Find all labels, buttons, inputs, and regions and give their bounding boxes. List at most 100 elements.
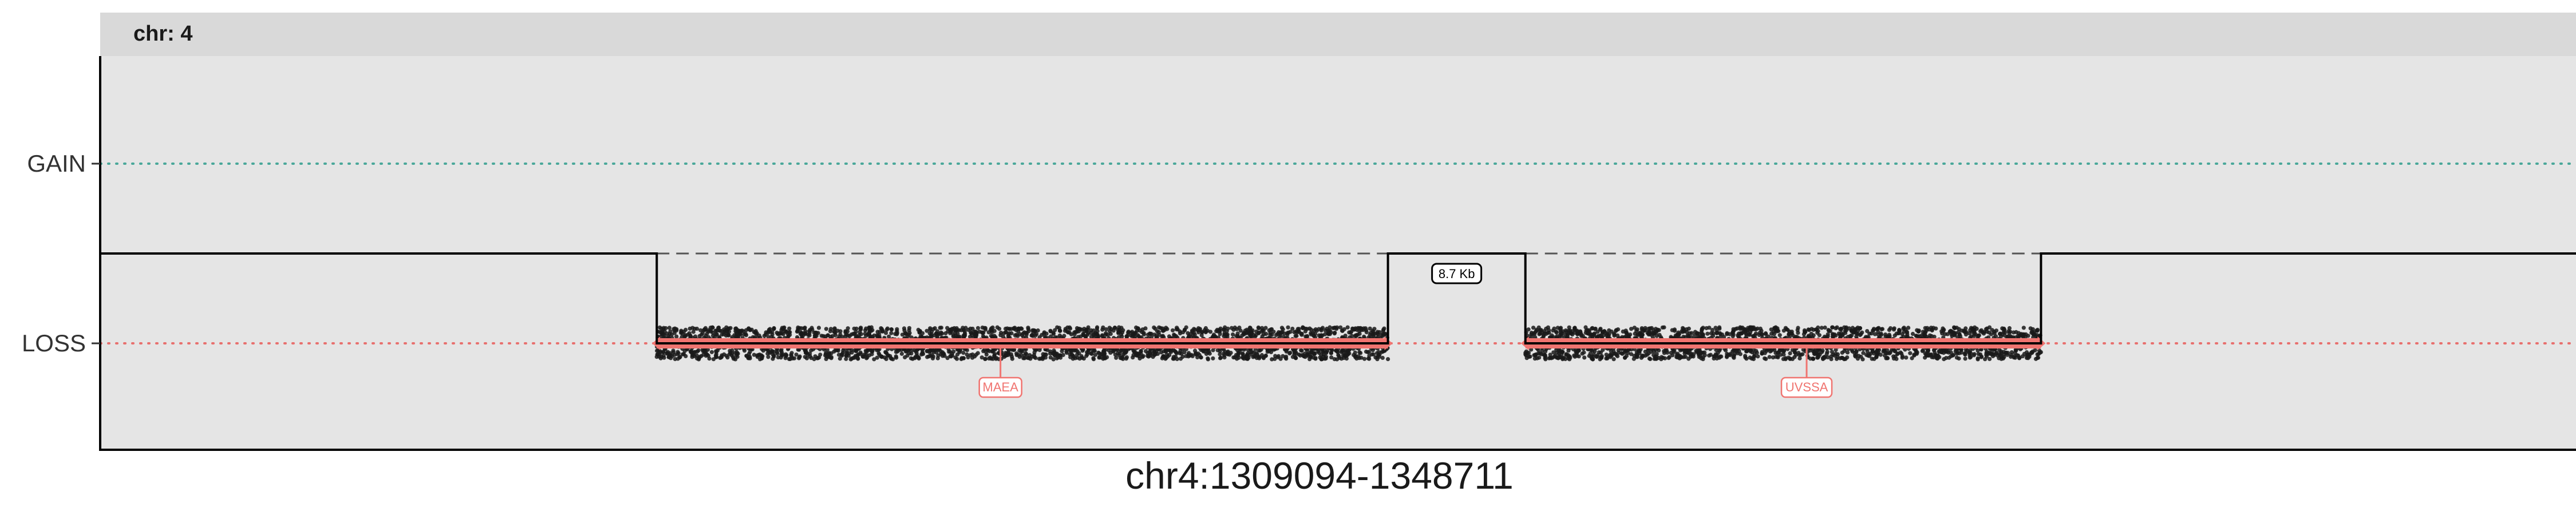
probe-point — [848, 357, 853, 362]
probe-point — [1030, 328, 1035, 332]
probe-point — [1929, 352, 1933, 358]
probe-point — [803, 348, 808, 352]
probe-point — [1714, 356, 1719, 361]
probe-point — [889, 331, 894, 335]
probe-point — [1079, 354, 1084, 359]
probe-point — [1611, 357, 1616, 362]
probe-point — [1215, 348, 1220, 352]
probe-point — [1030, 354, 1034, 359]
probe-point — [1806, 327, 1811, 332]
probe-point — [1688, 331, 1692, 336]
probe-point — [1781, 349, 1786, 354]
probe-point — [1324, 350, 1329, 354]
probe-point — [1006, 334, 1010, 338]
probe-point — [1697, 355, 1701, 359]
probe-point — [1839, 331, 1844, 335]
probe-point — [2017, 355, 2022, 360]
probe-point — [1781, 352, 1786, 357]
probe-point — [1250, 331, 1254, 335]
probe-point — [1920, 333, 1925, 338]
probe-point — [1878, 352, 1883, 357]
probe-point — [1371, 334, 1376, 338]
y-tick-label-loss: LOSS — [22, 330, 86, 356]
probe-point — [720, 354, 724, 359]
probe-point — [1994, 328, 1998, 333]
probe-point — [1534, 327, 1539, 332]
probe-point — [1332, 357, 1337, 362]
probe-point — [1746, 327, 1751, 332]
probe-point — [854, 348, 859, 353]
probe-point — [1635, 355, 1639, 359]
probe-point — [1951, 325, 1957, 330]
probe-point — [1069, 350, 1073, 354]
probe-point — [2030, 329, 2034, 334]
probe-point — [1769, 327, 1773, 332]
probe-point — [916, 355, 921, 360]
probe-point — [1874, 354, 1879, 359]
probe-point — [1978, 329, 1983, 334]
probe-point — [1276, 354, 1281, 359]
probe-point — [1629, 327, 1634, 331]
probe-point — [1010, 356, 1014, 361]
probe-point — [714, 332, 719, 337]
probe-point — [1905, 330, 1910, 335]
probe-point — [1249, 352, 1253, 357]
probe-point — [1051, 357, 1056, 362]
probe-point — [796, 327, 800, 331]
probe-point — [1777, 333, 1782, 338]
probe-point — [1260, 326, 1265, 330]
probe-point — [1321, 350, 1326, 354]
probe-point — [1053, 353, 1057, 358]
probe-point — [1370, 348, 1375, 352]
probe-point — [1854, 334, 1859, 339]
probe-point — [1524, 353, 1528, 358]
probe-point — [1754, 348, 1759, 353]
probe-point — [1259, 352, 1265, 358]
probe-point — [1676, 351, 1680, 356]
probe-point — [2007, 331, 2012, 335]
probe-point — [1382, 348, 1387, 353]
probe-point — [1344, 350, 1349, 354]
probe-point — [1108, 332, 1113, 336]
gap-label-text: 8.7 Kb — [1439, 267, 1475, 281]
probe-point — [854, 326, 859, 331]
probe-point — [947, 350, 951, 354]
probe-point — [1839, 327, 1843, 332]
probe-point — [1222, 353, 1227, 358]
probe-point — [716, 348, 720, 352]
probe-point — [1910, 331, 1915, 336]
probe-point — [903, 331, 907, 336]
probe-point — [1990, 328, 1994, 332]
probe-point — [1790, 356, 1795, 362]
probe-point — [1914, 334, 1919, 338]
probe-point — [872, 357, 876, 362]
probe-point — [880, 329, 885, 334]
probe-point — [1160, 334, 1165, 338]
probe-point — [1261, 356, 1266, 360]
probe-point — [1963, 351, 1967, 356]
probe-point — [1615, 327, 1621, 332]
probe-point — [1257, 356, 1262, 360]
probe-point — [1792, 350, 1797, 355]
probe-point — [1017, 348, 1022, 353]
probe-point — [1552, 326, 1556, 331]
probe-point — [1178, 329, 1182, 334]
probe-point — [1869, 331, 1874, 336]
probe-point — [719, 328, 724, 334]
probe-point — [1880, 327, 1884, 331]
probe-point — [1141, 354, 1145, 358]
probe-point — [1922, 330, 1927, 335]
probe-point — [1292, 348, 1297, 354]
probe-point — [1587, 332, 1592, 336]
probe-point — [899, 347, 904, 352]
probe-point — [1756, 354, 1760, 359]
probe-point — [1033, 333, 1038, 338]
probe-point — [908, 356, 914, 360]
probe-point — [1160, 326, 1165, 331]
probe-point — [1830, 325, 1835, 330]
probe-point — [764, 330, 768, 335]
probe-point — [1163, 356, 1168, 361]
probe-point — [1822, 355, 1826, 359]
probe-point — [1823, 325, 1827, 330]
probe-point — [1247, 326, 1253, 330]
